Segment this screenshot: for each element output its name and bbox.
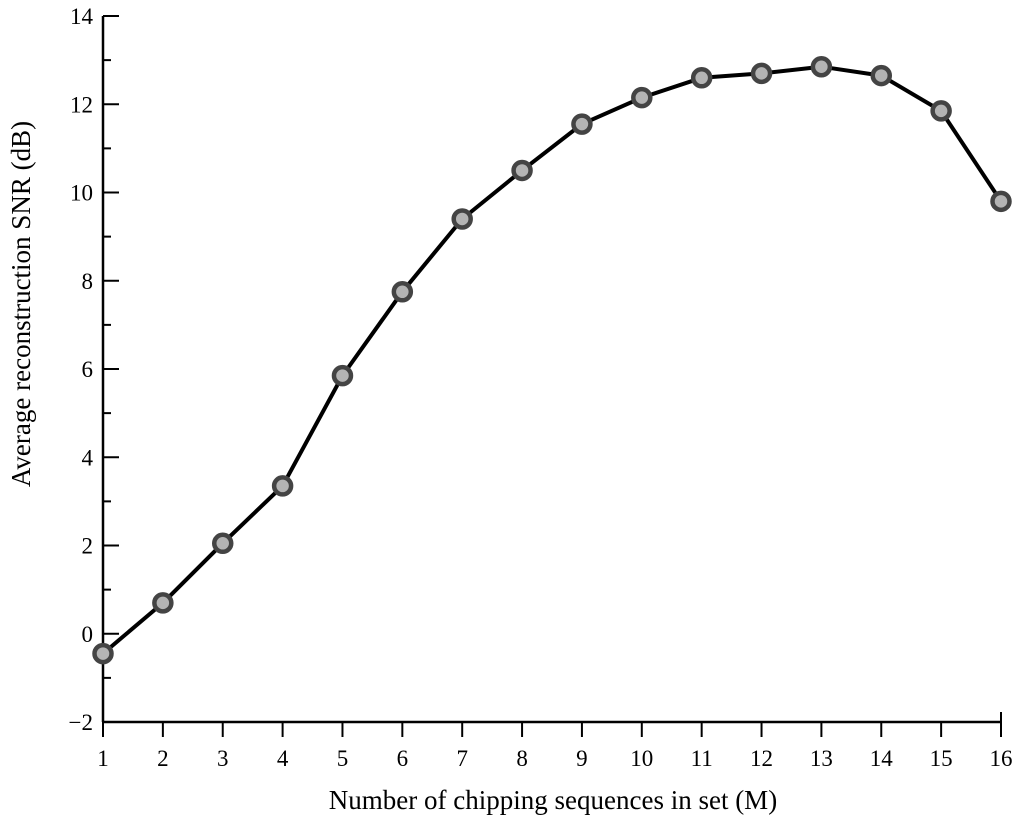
data-point [511, 159, 533, 182]
data-point [990, 190, 1012, 213]
data-point [271, 475, 294, 497]
y-tick-label: 4 [82, 445, 94, 470]
data-point [92, 642, 114, 665]
y-tick-label: −2 [69, 710, 93, 735]
data-point [211, 532, 234, 555]
x-tick-label: 8 [516, 746, 528, 771]
x-tick-label: 9 [576, 746, 588, 771]
y-tick-label: 12 [70, 92, 93, 117]
data-point [810, 55, 833, 78]
y-tick-label: 8 [82, 269, 94, 294]
x-tick-label: 11 [691, 746, 713, 771]
y-axis-tick-labels: −2 0 2 4 6 8 10 12 14 [69, 4, 94, 735]
data-point [451, 208, 473, 230]
y-axis-major-ticks [103, 15, 119, 723]
y-tick-label: 14 [70, 4, 94, 29]
x-tick-label: 5 [337, 746, 349, 771]
x-tick-label: 14 [870, 746, 894, 771]
y-tick-label: 0 [82, 622, 94, 647]
x-tick-label: 6 [397, 746, 409, 771]
data-point [152, 592, 174, 614]
data-point [930, 100, 952, 122]
x-axis-title: Number of chipping sequences in set (M) [329, 785, 777, 815]
series-group [92, 55, 1012, 665]
x-tick-label: 13 [810, 746, 833, 771]
data-point [391, 281, 414, 303]
x-tick-label: 16 [990, 746, 1013, 771]
y-axis-title: Average reconstruction SNR (dB) [6, 121, 36, 487]
data-point [331, 364, 354, 387]
x-tick-label: 3 [217, 746, 229, 771]
x-tick-label: 15 [930, 746, 953, 771]
x-tick-label: 1 [97, 746, 109, 771]
x-tick-label: 4 [277, 746, 289, 771]
y-tick-label: 10 [70, 181, 93, 206]
x-axis-ticks [102, 722, 1002, 737]
x-tick-label: 10 [630, 746, 653, 771]
x-axis-tick-labels: 1 2 3 4 5 6 7 8 9 10 11 12 13 14 15 16 [97, 746, 1012, 771]
y-tick-label: 6 [82, 357, 94, 382]
x-tick-label: 2 [157, 746, 169, 771]
x-tick-label: 12 [750, 746, 773, 771]
data-point [631, 86, 653, 109]
x-tick-label: 7 [456, 746, 468, 771]
data-point [571, 113, 593, 135]
data-point [870, 64, 893, 87]
y-axis-minor-ticks [103, 59, 111, 679]
data-point [750, 62, 773, 85]
y-tick-label: 2 [82, 534, 94, 559]
series-line [101, 64, 1003, 656]
data-point [690, 67, 713, 89]
